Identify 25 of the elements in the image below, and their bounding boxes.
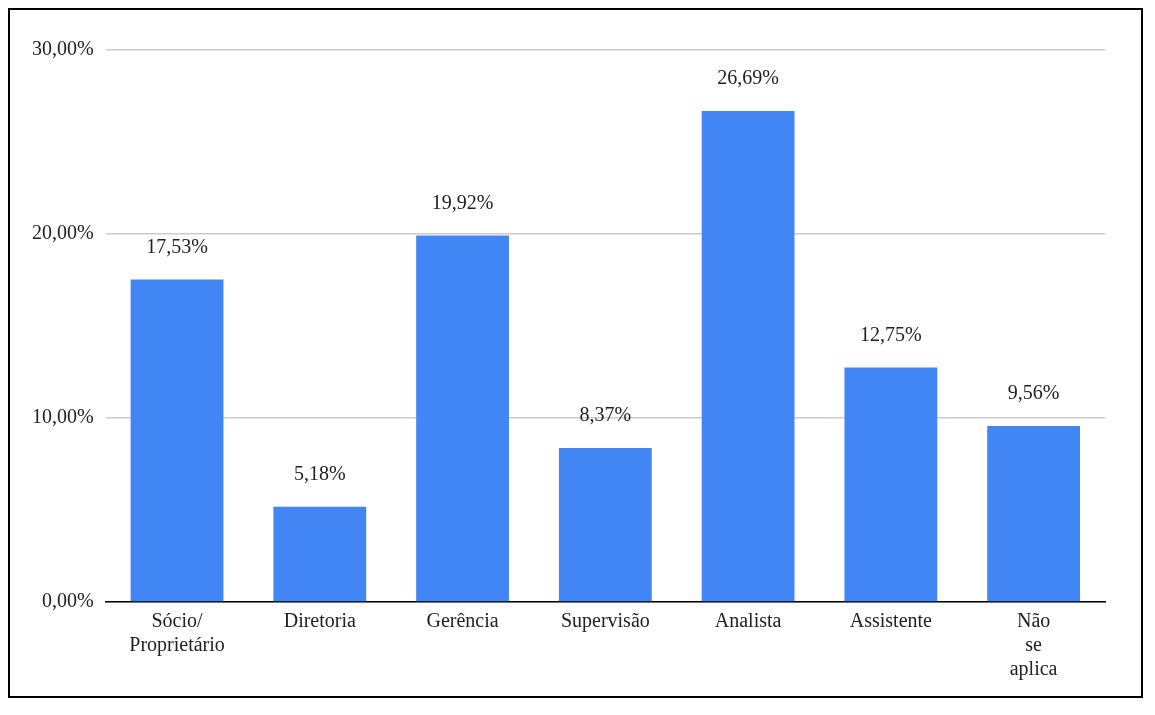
data-label: 12,75%	[860, 322, 922, 345]
y-tick-label: 30,00%	[31, 37, 94, 60]
bar	[987, 426, 1081, 602]
bar	[130, 279, 224, 602]
x-tick-label: Gerência	[426, 609, 499, 632]
data-label: 19,92%	[431, 190, 494, 213]
data-label: 26,69%	[717, 66, 779, 89]
data-label: 17,53%	[146, 234, 208, 257]
x-tick-label: Sócio/ Proprietário	[129, 609, 225, 657]
x-tick-label: Diretoria	[283, 609, 357, 632]
x-tick-label: Supervisão	[560, 609, 650, 633]
data-label: 9,56%	[1007, 381, 1060, 404]
bar	[701, 110, 795, 602]
x-tick-label: Assistente	[849, 609, 933, 632]
bar	[416, 235, 509, 602]
bar	[273, 506, 367, 602]
y-tick-label: 10,00%	[31, 405, 94, 428]
bar	[558, 447, 652, 602]
bar	[844, 367, 938, 602]
data-label: 8,37%	[579, 403, 632, 426]
x-tick-label: Não se aplica	[1009, 609, 1058, 681]
y-tick-label: 0,00%	[41, 589, 94, 612]
x-tick-label: Analista	[714, 609, 782, 632]
data-label: 5,18%	[293, 461, 346, 484]
y-tick-label: 20,00%	[31, 221, 94, 244]
